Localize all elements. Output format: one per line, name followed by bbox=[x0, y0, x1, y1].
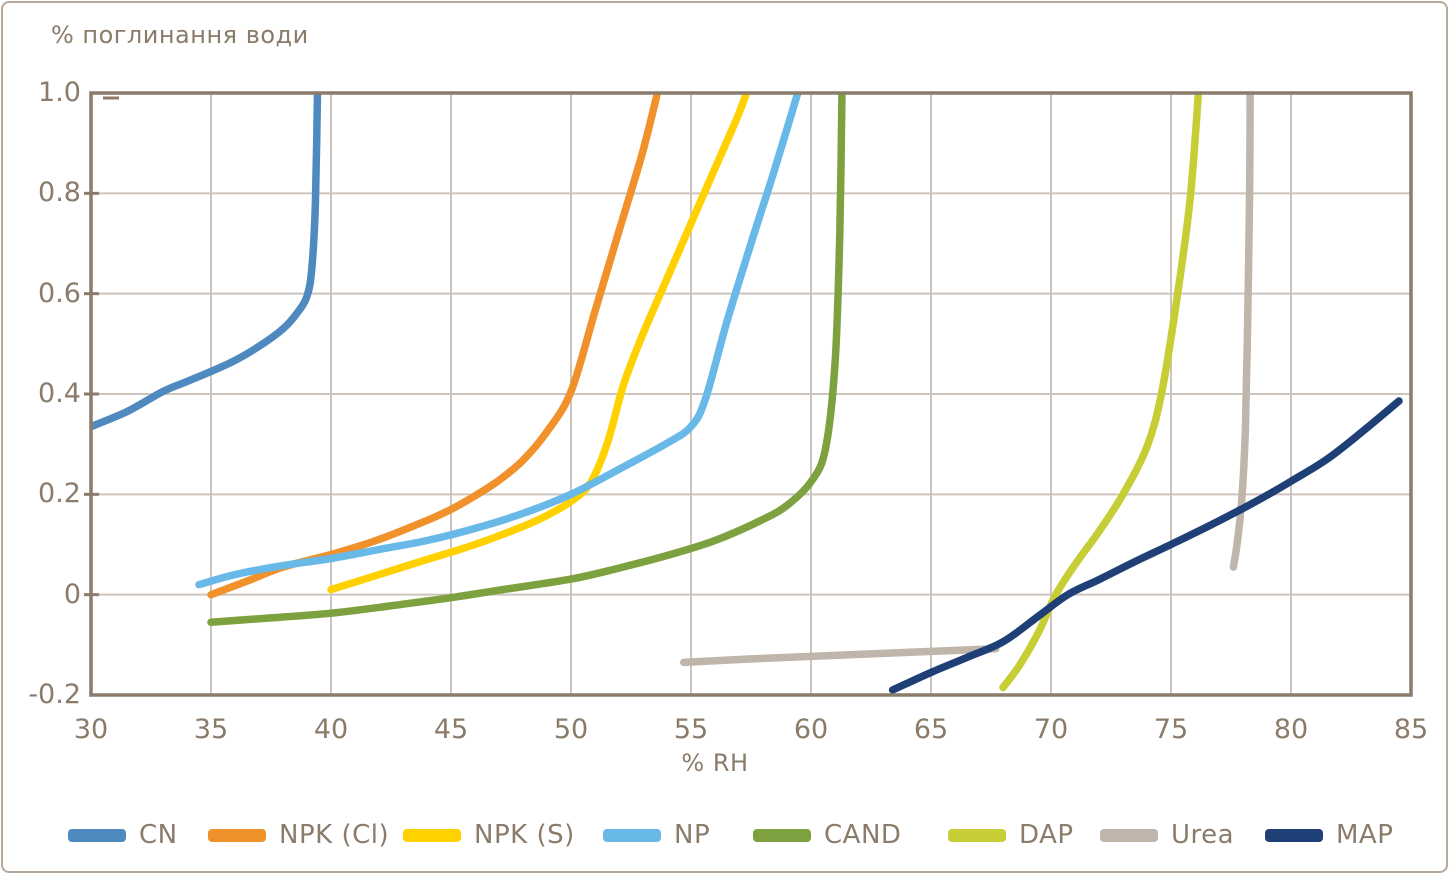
legend-label: NP bbox=[674, 820, 711, 850]
gridlines bbox=[91, 93, 1411, 695]
legend-swatch bbox=[68, 828, 126, 842]
series-curve-cand bbox=[207, 93, 846, 627]
legend-item-cand: CAND bbox=[753, 813, 901, 857]
legend-label: MAP bbox=[1336, 820, 1394, 850]
chart-title: % поглинання води bbox=[51, 21, 309, 49]
legend-swatch bbox=[1100, 828, 1158, 842]
x-tick-label: 30 bbox=[73, 714, 109, 745]
x-tick-label: 40 bbox=[313, 714, 349, 745]
x-tick-label: 80 bbox=[1273, 714, 1309, 745]
legend-label: NPK (Cl) bbox=[279, 820, 390, 850]
series-curve-dap bbox=[999, 93, 1203, 692]
series-curve-cn bbox=[91, 93, 322, 431]
x-tick-label: 50 bbox=[553, 714, 589, 745]
y-tick-label: -0.2 bbox=[28, 679, 81, 710]
series-curves bbox=[91, 93, 1403, 694]
legend-swatch bbox=[1265, 828, 1323, 842]
legend: CN NPK (Cl) NPK (S) NP CAND DAP Urea MAP bbox=[3, 813, 1449, 857]
plot-area bbox=[84, 91, 1413, 697]
x-tick-label: 35 bbox=[193, 714, 229, 745]
legend-swatch bbox=[948, 828, 1006, 842]
x-axis-label: % RH bbox=[681, 749, 749, 777]
legend-label: CAND bbox=[824, 820, 902, 850]
y-tick-label: 0.6 bbox=[38, 277, 81, 309]
legend-label: Urea bbox=[1171, 820, 1235, 850]
x-tick-label: 85 bbox=[1393, 714, 1429, 745]
legend-item-np: NP bbox=[603, 813, 710, 857]
legend-swatch bbox=[603, 828, 661, 842]
legend-swatch bbox=[208, 828, 266, 842]
y-tick-label: 0.4 bbox=[38, 378, 81, 409]
legend-item-npk-s: NPK (S) bbox=[403, 813, 575, 857]
x-tick-label: 55 bbox=[673, 714, 709, 745]
y-tick-label: 0.2 bbox=[38, 478, 81, 510]
x-tick-label: 65 bbox=[913, 714, 949, 745]
series-curve-npk-s bbox=[327, 93, 751, 594]
legend-label: NPK (S) bbox=[474, 820, 575, 850]
legend-label: DAP bbox=[1019, 820, 1074, 850]
series-curve-map bbox=[888, 397, 1403, 694]
x-tick-label: 60 bbox=[793, 714, 829, 745]
plot-border bbox=[89, 91, 1413, 697]
legend-item-map: MAP bbox=[1265, 813, 1393, 857]
series-curve-urea bbox=[1229, 93, 1254, 571]
legend-item-urea: Urea bbox=[1100, 813, 1234, 857]
y-tick-label: 0.8 bbox=[38, 177, 81, 209]
y-tick-label: 0 bbox=[63, 578, 81, 610]
legend-item-dap: DAP bbox=[948, 813, 1074, 857]
legend-item-npk-cl: NPK (Cl) bbox=[208, 813, 389, 857]
x-tick-label: 70 bbox=[1033, 714, 1069, 745]
legend-item-cn: CN bbox=[68, 813, 178, 857]
x-tick-label: 45 bbox=[433, 714, 469, 745]
series-curve-np bbox=[195, 93, 802, 589]
legend-swatch bbox=[403, 828, 461, 842]
legend-label: CN bbox=[139, 820, 178, 850]
series-curve-urea bbox=[680, 645, 1000, 667]
y-tick-label: 1.0 bbox=[38, 77, 81, 108]
x-tick-label: 75 bbox=[1153, 714, 1189, 745]
legend-swatch bbox=[753, 828, 811, 842]
